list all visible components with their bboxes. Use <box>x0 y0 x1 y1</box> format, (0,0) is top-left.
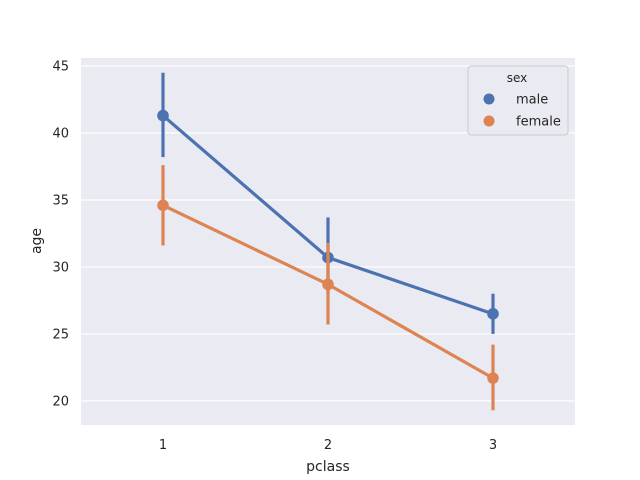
y-tick-label: 40 <box>52 127 69 142</box>
data-point-male <box>157 109 169 122</box>
legend: sex male female <box>467 65 569 136</box>
series-female <box>157 165 499 411</box>
data-point-male <box>487 308 499 320</box>
data-point-female <box>487 372 499 384</box>
y-tick-label: 25 <box>52 327 69 342</box>
series-layer <box>157 72 499 411</box>
legend-title: sex <box>507 71 528 85</box>
x-axis-label: pclass <box>306 459 350 475</box>
y-axis-label: age <box>29 228 45 254</box>
x-tick-label: 2 <box>324 438 332 453</box>
x-tick-labels: 1 2 3 <box>159 438 497 453</box>
y-tick-label: 30 <box>52 260 69 275</box>
legend-marker-male <box>483 93 495 105</box>
legend-label-male: male <box>516 93 548 108</box>
y-tick-label: 35 <box>52 193 69 208</box>
legend-label-female: female <box>516 115 561 130</box>
y-tick-label: 45 <box>52 60 69 75</box>
x-tick-label: 1 <box>159 438 167 453</box>
data-point-female <box>322 278 334 291</box>
y-tick-labels: 20 25 30 35 40 45 <box>52 60 69 410</box>
legend-marker-female <box>483 115 495 127</box>
x-tick-label: 3 <box>489 438 497 453</box>
data-point-female <box>157 199 169 212</box>
y-tick-label: 20 <box>52 394 69 409</box>
legend-items: male female <box>483 93 561 130</box>
